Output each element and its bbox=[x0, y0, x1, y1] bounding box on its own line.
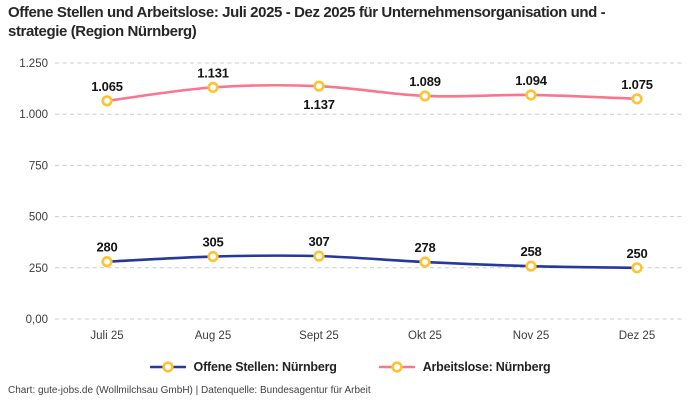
data-point-label: 1.131 bbox=[197, 65, 229, 80]
y-axis-tick-label: 0,00 bbox=[26, 314, 48, 326]
x-axis-tick-label: Sept 25 bbox=[299, 330, 339, 342]
x-axis-tick-label: Aug 25 bbox=[195, 330, 231, 342]
data-point-label: 258 bbox=[520, 244, 541, 259]
legend-item-offene-stellen: Offene Stellen: Nürnberg bbox=[149, 360, 337, 374]
y-axis-tick-label: 500 bbox=[29, 212, 48, 224]
y-axis-tick-label: 250 bbox=[29, 263, 48, 275]
data-point-label: 305 bbox=[202, 235, 223, 250]
data-point-marker-series-0 bbox=[101, 256, 113, 268]
series-line-1 bbox=[105, 83, 639, 103]
y-axis-tick-label: 1.000 bbox=[19, 109, 48, 121]
data-point-marker-series-1 bbox=[101, 95, 113, 107]
data-point-marker-series-1 bbox=[525, 89, 537, 101]
data-point-label: 1.065 bbox=[91, 79, 123, 94]
x-axis-tick-label: Dez 25 bbox=[619, 330, 655, 342]
data-point-marker-series-0 bbox=[207, 250, 219, 263]
legend-swatch-offene-stellen-icon bbox=[149, 361, 186, 373]
data-point-label: 280 bbox=[96, 240, 117, 255]
data-point-marker-series-1 bbox=[631, 93, 643, 105]
data-point-marker-series-0 bbox=[631, 262, 643, 274]
series-line-0 bbox=[105, 254, 639, 270]
data-point-label: 307 bbox=[308, 234, 329, 249]
data-point-marker-series-1 bbox=[207, 81, 219, 93]
data-point-marker-series-0 bbox=[525, 260, 537, 272]
legend-item-arbeitslose: Arbeitslose: Nürnberg bbox=[378, 360, 551, 374]
legend-label-arbeitslose: Arbeitslose: Nürnberg bbox=[422, 360, 551, 374]
y-axis-tick-label: 1.250 bbox=[19, 58, 48, 70]
data-point-marker-series-0 bbox=[313, 250, 325, 262]
data-point-marker-series-1 bbox=[313, 80, 325, 92]
legend-label-offene-stellen: Offene Stellen: Nürnberg bbox=[193, 360, 337, 374]
data-point-label: 1.137 bbox=[303, 97, 335, 112]
chart-legend: Offene Stellen: Nürnberg Arbeitslose: Nü… bbox=[0, 357, 700, 377]
y-axis-tick-label: 750 bbox=[29, 160, 48, 172]
data-point-label: 250 bbox=[626, 246, 647, 261]
data-point-marker-series-0 bbox=[419, 256, 431, 268]
data-point-marker-series-1 bbox=[419, 90, 431, 102]
x-axis-tick-label: Okt 25 bbox=[408, 330, 442, 342]
legend-swatch-arbeitslose-icon bbox=[378, 361, 415, 373]
data-point-label: 1.075 bbox=[621, 77, 653, 92]
data-point-label: 278 bbox=[414, 240, 435, 255]
x-axis-tick-label: Juli 25 bbox=[90, 330, 123, 342]
data-point-label: 1.089 bbox=[409, 74, 441, 89]
chart-title: Offene Stellen und Arbeitslose: Juli 202… bbox=[8, 4, 606, 40]
data-point-label: 1.094 bbox=[515, 73, 548, 88]
x-axis-tick-label: Nov 25 bbox=[513, 330, 549, 342]
line-chart-plot: 0,00 250 500 750 1.000 1.250 Juli 25 Aug 25 Sept… bbox=[19, 58, 685, 342]
chart-source-caption: Chart: gute-jobs.de (Wollmilchsau GmbH) … bbox=[8, 385, 371, 396]
